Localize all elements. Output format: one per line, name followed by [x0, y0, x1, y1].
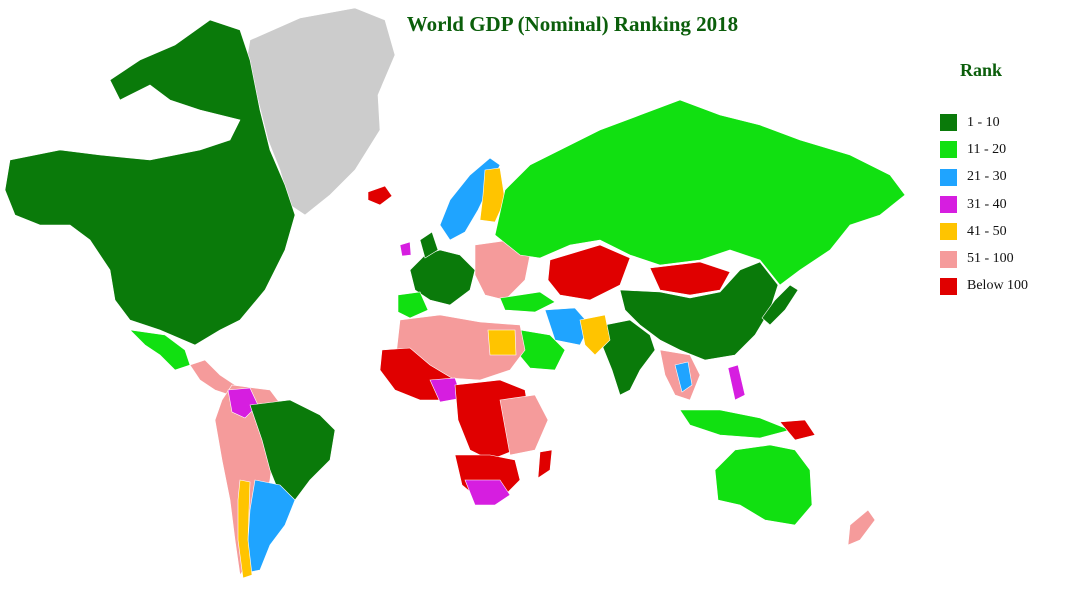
region-ireland[interactable]: [399, 241, 412, 257]
region-turkey[interactable]: [499, 291, 556, 313]
legend-swatch: [940, 114, 957, 132]
region-indonesia[interactable]: [679, 409, 791, 439]
region-china[interactable]: [619, 261, 779, 361]
legend-swatch: [940, 250, 957, 268]
region-iceland[interactable]: [367, 185, 393, 206]
region-east-africa[interactable]: [499, 394, 549, 456]
legend-item-1-10[interactable]: 1 - 10: [940, 109, 1060, 136]
region-madagascar[interactable]: [537, 449, 553, 479]
legend-item-21-30[interactable]: 21 - 30: [940, 164, 1060, 191]
legend-label: 31 - 40: [967, 196, 1007, 212]
region-india[interactable]: [601, 319, 656, 396]
legend-item-below-100[interactable]: Below 100: [940, 273, 1060, 300]
legend-label: 11 - 20: [967, 141, 1007, 157]
legend-label: 1 - 10: [967, 114, 1000, 130]
legend-swatch: [940, 277, 957, 295]
region-new-zealand[interactable]: [847, 509, 876, 546]
legend-swatch: [940, 223, 957, 241]
legend-label: 41 - 50: [967, 223, 1007, 239]
region-south-africa[interactable]: [464, 479, 511, 506]
region-north-america[interactable]: [4, 19, 296, 346]
region-japan[interactable]: [761, 284, 799, 326]
region-russia[interactable]: [494, 99, 906, 286]
region-australia[interactable]: [714, 444, 813, 526]
legend-swatch: [940, 196, 957, 214]
region-philippines[interactable]: [727, 364, 746, 401]
region-argentina[interactable]: [247, 479, 296, 573]
legend: Rank 1 - 10 11 - 20 21 - 30 31 - 40 41 -…: [940, 60, 1060, 300]
region-spain[interactable]: [397, 291, 429, 319]
legend-item-31-40[interactable]: 31 - 40: [940, 191, 1060, 218]
region-kazakhstan[interactable]: [547, 244, 631, 301]
region-uk[interactable]: [419, 231, 439, 259]
region-mongolia[interactable]: [649, 261, 731, 296]
region-thailand[interactable]: [674, 361, 693, 393]
legend-label: 21 - 30: [967, 169, 1007, 185]
region-finland[interactable]: [479, 167, 506, 223]
legend-label: Below 100: [967, 278, 1029, 294]
legend-label: 51 - 100: [967, 251, 1014, 267]
legend-item-51-100[interactable]: 51 - 100: [940, 245, 1060, 272]
map-title: World GDP (Nominal) Ranking 2018: [406, 12, 739, 36]
legend-title: Rank: [960, 60, 1003, 80]
legend-swatch: [940, 141, 957, 159]
region-papua[interactable]: [779, 419, 816, 441]
legend-item-11-20[interactable]: 11 - 20: [940, 136, 1060, 163]
region-brazil[interactable]: [249, 399, 336, 501]
region-pakistan[interactable]: [579, 314, 611, 356]
legend-item-41-50[interactable]: 41 - 50: [940, 218, 1060, 245]
region-egypt[interactable]: [487, 329, 517, 356]
region-chile[interactable]: [237, 479, 253, 579]
region-greenland[interactable]: [244, 7, 396, 216]
legend-swatch: [940, 168, 957, 186]
region-colombia[interactable]: [227, 387, 259, 419]
region-mexico[interactable]: [129, 329, 191, 371]
